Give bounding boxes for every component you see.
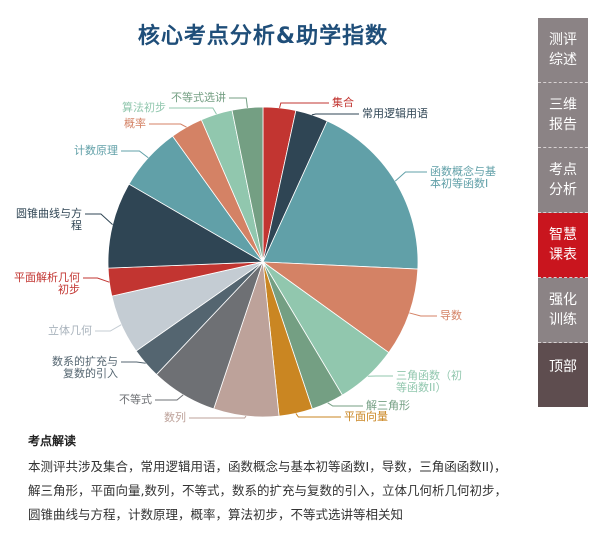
leader-line bbox=[155, 394, 184, 401]
leader-line bbox=[121, 150, 149, 159]
slice-label: 概率 bbox=[124, 117, 146, 130]
analysis-section: 考点解读 本测评共涉及集合，常用逻辑用语，函数概念与基本初等函数I，导数，三角函… bbox=[28, 432, 518, 527]
page-title: 核心考点分析&助学指数 bbox=[137, 24, 389, 49]
leader-line bbox=[169, 107, 217, 115]
leader-line bbox=[121, 361, 146, 364]
slice-label: 数系的扩充与 复数的引入 bbox=[52, 355, 118, 380]
analysis-line: 圆锥曲线与方程，计数原理，概率，算法初步，不等式选讲等相关知 bbox=[28, 507, 404, 522]
slice-label: 三角函数（初 等函数II） bbox=[396, 369, 462, 394]
leader-line bbox=[85, 213, 113, 225]
leader-line bbox=[189, 415, 247, 419]
slice-label: 计数原理 bbox=[74, 144, 118, 157]
slice-label: 常用逻辑用语 bbox=[362, 107, 428, 120]
slice-label: 解三角形 bbox=[366, 399, 410, 412]
leader-line bbox=[229, 97, 248, 108]
nav-back-to-top[interactable]: 顶部 bbox=[538, 343, 588, 407]
pie-slice bbox=[231, 106, 264, 263]
leader-line bbox=[149, 123, 187, 128]
slice-label: 集合 bbox=[332, 96, 354, 109]
slice-label: 圆锥曲线与方 程 bbox=[16, 207, 82, 232]
slice-label: 算法初步 bbox=[122, 101, 166, 114]
slice-label: 函数概念与基 本初等函数Ⅰ bbox=[430, 165, 496, 190]
pie-slice bbox=[261, 261, 419, 354]
leader-line bbox=[394, 171, 427, 182]
nav-overview[interactable]: 测评 综述 bbox=[538, 18, 588, 83]
analysis-heading: 考点解读 bbox=[28, 434, 77, 448]
analysis-line: 解三角形，平面向量,数列，不等式，数系的扩充与复数的引入，立体几何析几何初步， bbox=[28, 483, 507, 498]
leader-line bbox=[327, 402, 363, 407]
nav-3d-report[interactable]: 三维 报告 bbox=[538, 83, 588, 148]
nav-smart-schedule[interactable]: 智慧 课表 bbox=[538, 213, 588, 278]
slice-label: 平面向量 bbox=[344, 410, 388, 423]
pie-slice bbox=[107, 183, 265, 269]
nav-topic-analysis[interactable]: 考点 分析 bbox=[538, 148, 588, 213]
slice-label: 数列 bbox=[164, 411, 186, 424]
leader-line bbox=[279, 102, 329, 109]
slice-label: 立体几何 bbox=[48, 324, 92, 337]
slice-label: 导数 bbox=[440, 309, 462, 322]
pie-chart bbox=[83, 97, 437, 419]
analysis-line: 本测评共涉及集合，常用逻辑用语，函数概念与基本初等函数I，导数，三角函函数II)… bbox=[28, 459, 507, 474]
leader-line bbox=[83, 277, 110, 283]
side-nav: 测评 综述 三维 报告 考点 分析 智慧 课表 强化 训练 顶部 bbox=[538, 18, 588, 407]
leader-line bbox=[295, 413, 341, 418]
slice-label: 平面解析几何 初步 bbox=[14, 271, 80, 296]
leader-line bbox=[311, 113, 359, 116]
slice-label: 不等式选讲 bbox=[171, 91, 226, 104]
leader-line bbox=[409, 312, 437, 317]
slice-label: 不等式 bbox=[119, 393, 152, 406]
nav-training[interactable]: 强化 训练 bbox=[538, 278, 588, 343]
leader-line bbox=[95, 324, 122, 332]
